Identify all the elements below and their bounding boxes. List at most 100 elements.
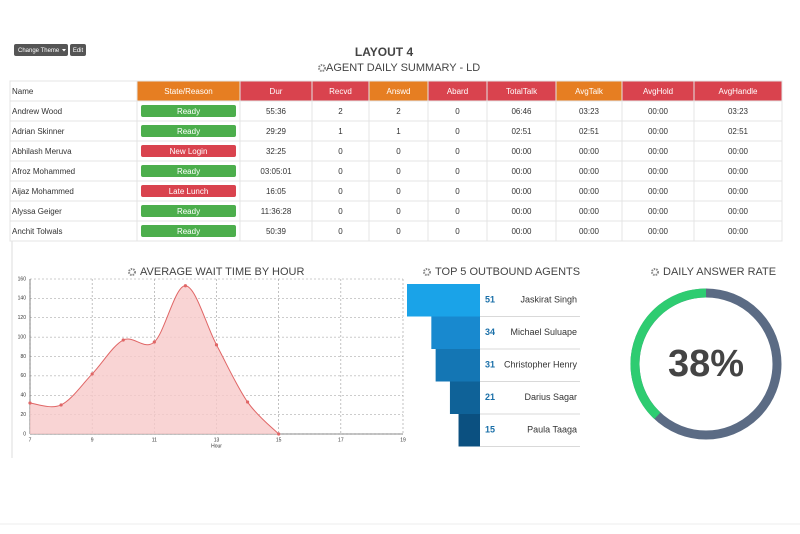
bar — [407, 284, 480, 317]
agent-name: Darius Sagar — [524, 392, 577, 402]
theme-button[interactable] — [14, 44, 68, 56]
cell-text: 00:00 — [648, 107, 669, 116]
donut-arc — [630, 288, 707, 420]
cell-text: 00:00 — [728, 187, 749, 196]
chart-title: DAILY ANSWER RATE — [663, 266, 776, 278]
page-title: LAYOUT 4 — [355, 45, 414, 59]
y-tick-label: 40 — [20, 393, 26, 399]
cell-text: 00:00 — [579, 207, 600, 216]
cell-text: Ready — [177, 207, 200, 216]
value-label: 34 — [485, 327, 495, 337]
value-label: 31 — [485, 360, 495, 370]
cell-text: 0 — [455, 127, 460, 136]
cell-text: 0 — [338, 167, 343, 176]
point — [28, 401, 32, 405]
cell-text: 00:00 — [728, 207, 749, 216]
cell-text: 00:00 — [648, 167, 669, 176]
column-header: AvgHandle — [719, 87, 759, 96]
state-badge — [141, 205, 236, 217]
cell-text: 0 — [396, 167, 401, 176]
area-line — [29, 285, 280, 435]
state-badge — [141, 125, 236, 137]
cell-text: 00:00 — [648, 147, 669, 156]
y-tick-label: 120 — [18, 315, 27, 321]
column-header: Recvd — [329, 87, 352, 96]
state-badge — [141, 105, 236, 117]
bar — [431, 316, 480, 349]
point — [90, 372, 94, 376]
cell-text: 0 — [455, 167, 460, 176]
cell-text: 0 — [455, 187, 460, 196]
y-tick-label: 140 — [18, 296, 27, 302]
cell-text: 00:00 — [728, 227, 749, 236]
x-tick-label: 7 — [29, 437, 32, 443]
cell-text: 0 — [396, 147, 401, 156]
value-label: 15 — [485, 425, 495, 435]
point — [245, 400, 250, 404]
cell-text: 02:51 — [728, 127, 749, 136]
cell-text: Anchit Tolwals — [12, 227, 63, 236]
cell-text: 00:00 — [579, 187, 600, 196]
cell-text: 0 — [338, 147, 343, 156]
cell-text: 1 — [396, 127, 401, 136]
cell-text: 03:05:01 — [260, 167, 292, 176]
gear-icon — [651, 268, 659, 276]
gear-icon — [128, 268, 136, 276]
cell-text: Abhilash Meruva — [12, 147, 72, 156]
cell-text: 00:00 — [648, 127, 669, 136]
value-label: 38% — [668, 343, 744, 385]
button-label[interactable]: Change Theme — [18, 48, 60, 54]
y-tick-label: 160 — [18, 276, 27, 282]
column-header: AvgTalk — [575, 87, 604, 96]
cell-text: 29:29 — [266, 127, 287, 136]
gear-icon — [318, 64, 326, 72]
cell-text: 0 — [396, 187, 401, 196]
state-badge — [141, 165, 236, 177]
cell-text: Ready — [177, 167, 200, 176]
cell-text: 2 — [338, 107, 343, 116]
button-label[interactable]: Edit — [73, 48, 84, 54]
cell-text: 0 — [455, 227, 460, 236]
cell-text: 16:05 — [266, 187, 287, 196]
cell-text: Ready — [177, 127, 200, 136]
cell-text: 0 — [396, 207, 401, 216]
point — [214, 343, 219, 347]
x-tick-label: 11 — [152, 437, 157, 443]
cell-text: 50:39 — [266, 227, 287, 236]
cell-text: Alyssa Geiger — [12, 207, 62, 216]
cell-text: Adrian Skinner — [12, 127, 65, 136]
cell-text: 03:23 — [579, 107, 600, 116]
column-header: Dur — [270, 87, 283, 96]
column-header: State/Reason — [164, 87, 212, 96]
point — [59, 403, 63, 407]
cell-text: 06:46 — [511, 107, 532, 116]
state-badge — [141, 185, 236, 197]
agent-name: Michael Suluape — [510, 327, 577, 337]
state-badge — [141, 225, 236, 237]
agent-name: Paula Taaga — [527, 425, 577, 435]
state-badge — [141, 145, 236, 157]
cell-text: 00:00 — [511, 187, 532, 196]
cell-text: 02:51 — [511, 127, 532, 136]
bar — [449, 381, 480, 414]
area-fill — [30, 285, 279, 434]
cell-text: 0 — [455, 207, 460, 216]
gear-icon — [423, 268, 431, 276]
y-tick-label: 0 — [23, 431, 26, 437]
cell-text: Ready — [177, 227, 200, 236]
cell-text: 0 — [455, 107, 460, 116]
cell-text: 03:23 — [728, 107, 749, 116]
x-tick-label: 13 — [214, 437, 220, 443]
agent-name: Jaskirat Singh — [520, 295, 577, 305]
column-header: Answd — [386, 87, 410, 96]
cell-text: 0 — [338, 207, 343, 216]
cell-text: 00:00 — [728, 167, 749, 176]
point — [277, 432, 281, 436]
cell-text: Andrew Wood — [12, 107, 62, 116]
cell-text: 32:25 — [266, 147, 287, 156]
cell-text: 0 — [455, 147, 460, 156]
edit-button[interactable] — [70, 44, 86, 56]
cell-text: 00:00 — [511, 147, 532, 156]
cell-text: 00:00 — [648, 207, 669, 216]
point — [183, 284, 188, 288]
